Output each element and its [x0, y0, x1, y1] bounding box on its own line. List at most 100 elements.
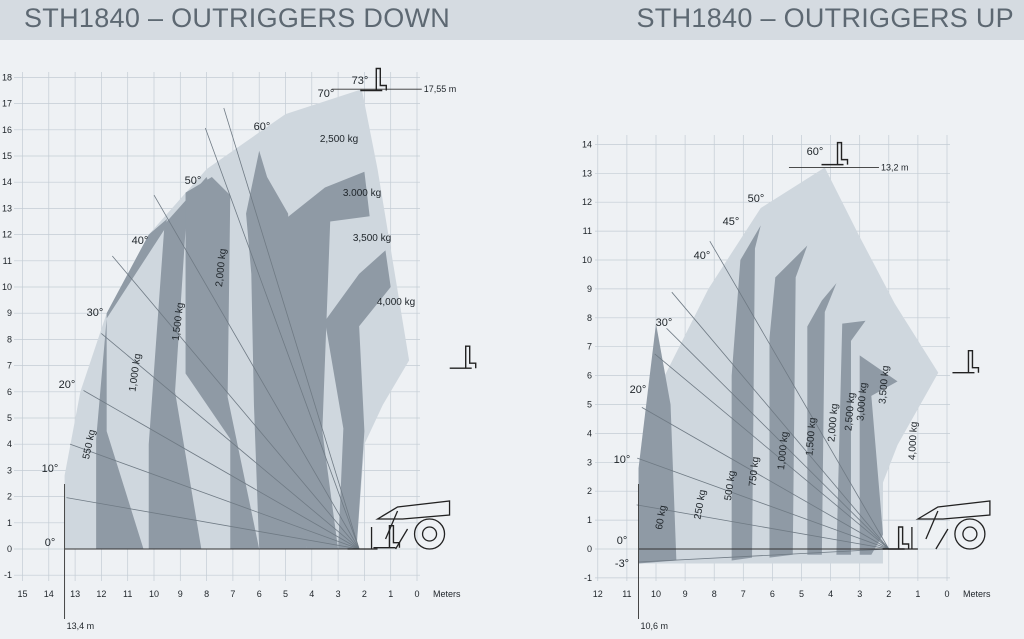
- y-tick-label: 17: [2, 99, 12, 109]
- right-chart-title: STH1840 – OUTRIGGERS UP: [636, 3, 1014, 33]
- load-band: [859, 355, 898, 555]
- x-axis-label: Meters: [433, 589, 461, 599]
- x-tick-label: 10: [651, 589, 661, 599]
- angle-label: 10°: [42, 463, 59, 475]
- load-zone-label: 1,500 kg: [804, 417, 818, 456]
- y-tick-label: 8: [587, 313, 592, 323]
- boom-angle-ray: [69, 443, 360, 550]
- load-band: [731, 225, 761, 561]
- max-height-label: 13,2 m: [881, 163, 909, 173]
- boom-angle-ray: [666, 328, 890, 550]
- x-tick-label: 12: [96, 589, 106, 599]
- y-tick-label: 6: [587, 371, 592, 381]
- angle-label: 0°: [617, 535, 628, 547]
- y-tick-label: 3: [587, 457, 592, 467]
- y-tick-label: 5: [7, 413, 12, 423]
- x-tick-label: 5: [283, 589, 288, 599]
- angle-label: 60°: [807, 146, 824, 158]
- y-tick-label: 16: [2, 125, 12, 135]
- load-zone-label: 2,500 kg: [843, 392, 857, 431]
- x-tick-label: 7: [741, 589, 746, 599]
- y-tick-label: 11: [583, 226, 592, 236]
- y-tick-label: 0: [7, 544, 12, 554]
- load-zone-label: 3,500 kg: [353, 233, 391, 244]
- load-zone-label: 2,500 kg: [320, 134, 358, 145]
- load-zone-label: 750 kg: [747, 456, 761, 487]
- x-tick-label: 3: [336, 589, 341, 599]
- load-band: [148, 176, 212, 549]
- angle-label: 20°: [59, 379, 76, 391]
- load-zone-label: 1,000 kg: [776, 431, 791, 470]
- boom-angle-ray: [204, 127, 360, 550]
- boom-angle-ray: [223, 107, 360, 550]
- y-tick-label: 14: [582, 139, 592, 149]
- x-tick-label: 9: [178, 589, 183, 599]
- load-band: [324, 250, 391, 549]
- load-zone-label: 250 kg: [693, 489, 709, 520]
- angle-label: -3°: [615, 558, 629, 570]
- boom-angle-ray: [671, 291, 890, 550]
- y-tick-label: -1: [584, 573, 592, 583]
- load-band: [836, 320, 866, 555]
- load-band: [638, 323, 677, 564]
- x-tick-label: 9: [683, 589, 688, 599]
- x-tick-label: 13: [70, 589, 80, 599]
- x-tick-label: 10: [149, 589, 159, 599]
- x-tick-label: 11: [622, 589, 631, 599]
- x-tick-label: 2: [362, 589, 367, 599]
- y-tick-label: 18: [2, 72, 12, 82]
- x-tick-label: 2: [886, 589, 891, 599]
- y-tick-label: 12: [2, 230, 12, 240]
- x-tick-label: 1: [915, 589, 920, 599]
- load-band: [769, 245, 808, 558]
- load-zone-label: 4,000 kg: [377, 297, 415, 308]
- load-zone-label: 2,000 kg: [214, 248, 229, 287]
- boom-angle-ray: [112, 255, 360, 550]
- angle-label: 40°: [132, 235, 149, 247]
- x-tick-label: 14: [44, 589, 54, 599]
- load-zone-label: 4,000 kg: [907, 421, 920, 460]
- y-tick-label: 4: [587, 428, 592, 438]
- boom-angle-ray: [66, 497, 360, 550]
- x-tick-label: 12: [593, 589, 603, 599]
- fork-carriage-icon: [360, 67, 387, 92]
- y-tick-label: 1: [7, 518, 12, 528]
- y-tick-label: 9: [7, 308, 12, 318]
- y-tick-label: 0: [587, 544, 592, 554]
- fork-carriage-icon: [821, 141, 849, 166]
- y-tick-label: 7: [7, 361, 12, 371]
- y-tick-label: 5: [587, 400, 592, 410]
- x-tick-label: 6: [770, 589, 775, 599]
- y-tick-label: 15: [2, 151, 12, 161]
- y-tick-label: 6: [7, 387, 12, 397]
- x-tick-label: 11: [123, 589, 132, 599]
- angle-label: 50°: [748, 193, 765, 205]
- y-tick-label: 4: [7, 439, 12, 449]
- load-zone-label: 3,500 kg: [877, 365, 891, 404]
- y-tick-label: 13: [582, 168, 592, 178]
- angle-label: 70°: [318, 88, 335, 100]
- left-chart-title: STH1840 – OUTRIGGERS DOWN: [24, 3, 451, 33]
- load-zone-label: 3,000 kg: [855, 382, 869, 421]
- y-tick-label: 11: [3, 256, 12, 266]
- y-tick-label: 8: [7, 334, 12, 344]
- y-tick-label: 14: [2, 177, 12, 187]
- load-band: [96, 218, 168, 549]
- angle-label: 10°: [614, 454, 631, 466]
- y-tick-label: 10: [582, 255, 592, 265]
- telehandler-icon: [887, 500, 991, 550]
- x-tick-label: 15: [17, 589, 27, 599]
- max-reach-label: 13,4 m: [67, 621, 95, 631]
- y-tick-label: 3: [7, 465, 12, 475]
- y-tick-label: 1: [587, 515, 592, 525]
- telehandler-icon: [347, 500, 451, 550]
- load-zone-label: 3.000 kg: [343, 188, 381, 199]
- fork-carriage-icon: [449, 345, 477, 369]
- boom-angle-ray: [641, 407, 889, 550]
- x-tick-label: 4: [309, 589, 314, 599]
- load-zone-label: 1,500 kg: [171, 302, 187, 341]
- x-tick-label: 5: [799, 589, 804, 599]
- y-tick-label: 12: [582, 197, 592, 207]
- angle-label: 73°: [352, 75, 369, 87]
